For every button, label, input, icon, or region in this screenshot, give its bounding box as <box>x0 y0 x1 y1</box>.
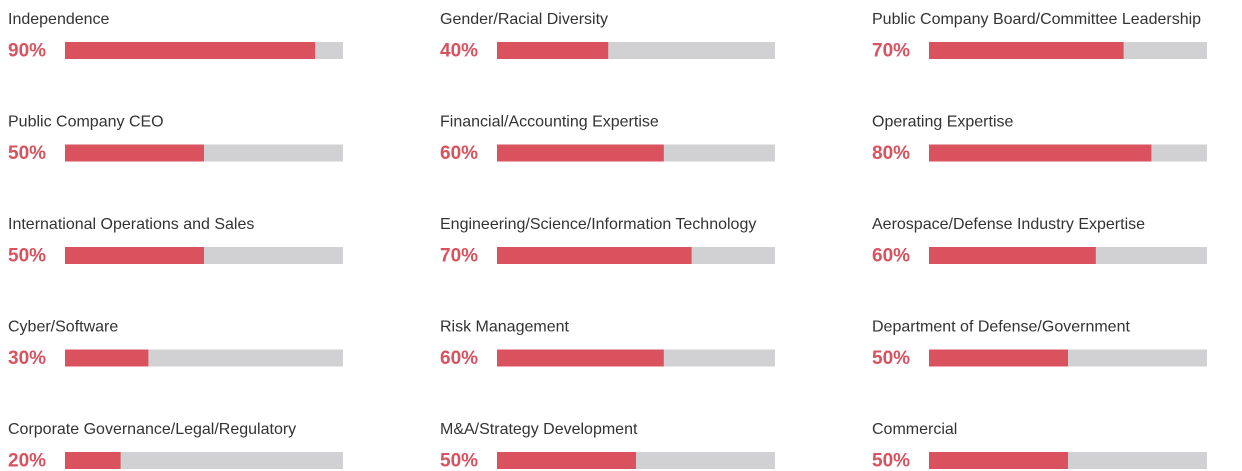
bar <box>497 42 609 59</box>
percent-label: 50% <box>872 348 910 369</box>
bar <box>929 247 1096 264</box>
bar <box>929 144 1152 162</box>
percent-label: 60% <box>440 348 478 369</box>
percent-label: 30% <box>8 348 46 369</box>
percent-label: 60% <box>440 143 478 164</box>
bar <box>65 452 121 469</box>
skill-label: Cyber/Software <box>8 319 118 336</box>
skill-label: Independence <box>8 11 110 28</box>
skill-label: Corporate Governance/Legal/Regulatory <box>8 421 296 438</box>
bar <box>65 144 204 162</box>
bar-track <box>65 452 343 469</box>
bar <box>929 42 1124 59</box>
skill-label: Department of Defense/Government <box>872 319 1130 336</box>
skill-label: M&A/Strategy Development <box>440 421 638 438</box>
bar <box>497 247 692 264</box>
skill-label: Engineering/Science/Information Technolo… <box>440 216 756 233</box>
percent-label: 60% <box>872 246 910 267</box>
percent-label: 80% <box>872 143 910 164</box>
percent-label: 70% <box>872 41 910 62</box>
percent-label: 50% <box>872 451 910 471</box>
percent-label: 90% <box>8 41 46 62</box>
skill-label: International Operations and Sales <box>8 216 254 233</box>
bar <box>929 349 1068 367</box>
bar <box>65 247 204 264</box>
percent-label: 50% <box>8 143 46 164</box>
bar <box>929 452 1068 469</box>
skill-label: Risk Management <box>440 319 570 336</box>
bar <box>497 349 664 367</box>
percent-label: 50% <box>8 246 46 267</box>
percent-label: 70% <box>440 246 478 267</box>
percent-label: 50% <box>440 451 478 471</box>
skill-label: Public Company CEO <box>8 114 164 131</box>
skill-label: Operating Expertise <box>872 114 1014 131</box>
bar <box>65 42 316 59</box>
percent-label: 40% <box>440 41 478 62</box>
skill-label: Public Company Board/Committee Leadershi… <box>872 11 1201 28</box>
skill-label: Aerospace/Defense Industry Expertise <box>872 216 1145 233</box>
bar <box>497 452 636 469</box>
skill-label: Financial/Accounting Expertise <box>440 114 659 131</box>
skill-label: Gender/Racial Diversity <box>440 11 608 28</box>
skill-label: Commercial <box>872 421 957 438</box>
bar <box>497 144 664 162</box>
bar <box>65 349 149 367</box>
percent-label: 20% <box>8 451 46 471</box>
